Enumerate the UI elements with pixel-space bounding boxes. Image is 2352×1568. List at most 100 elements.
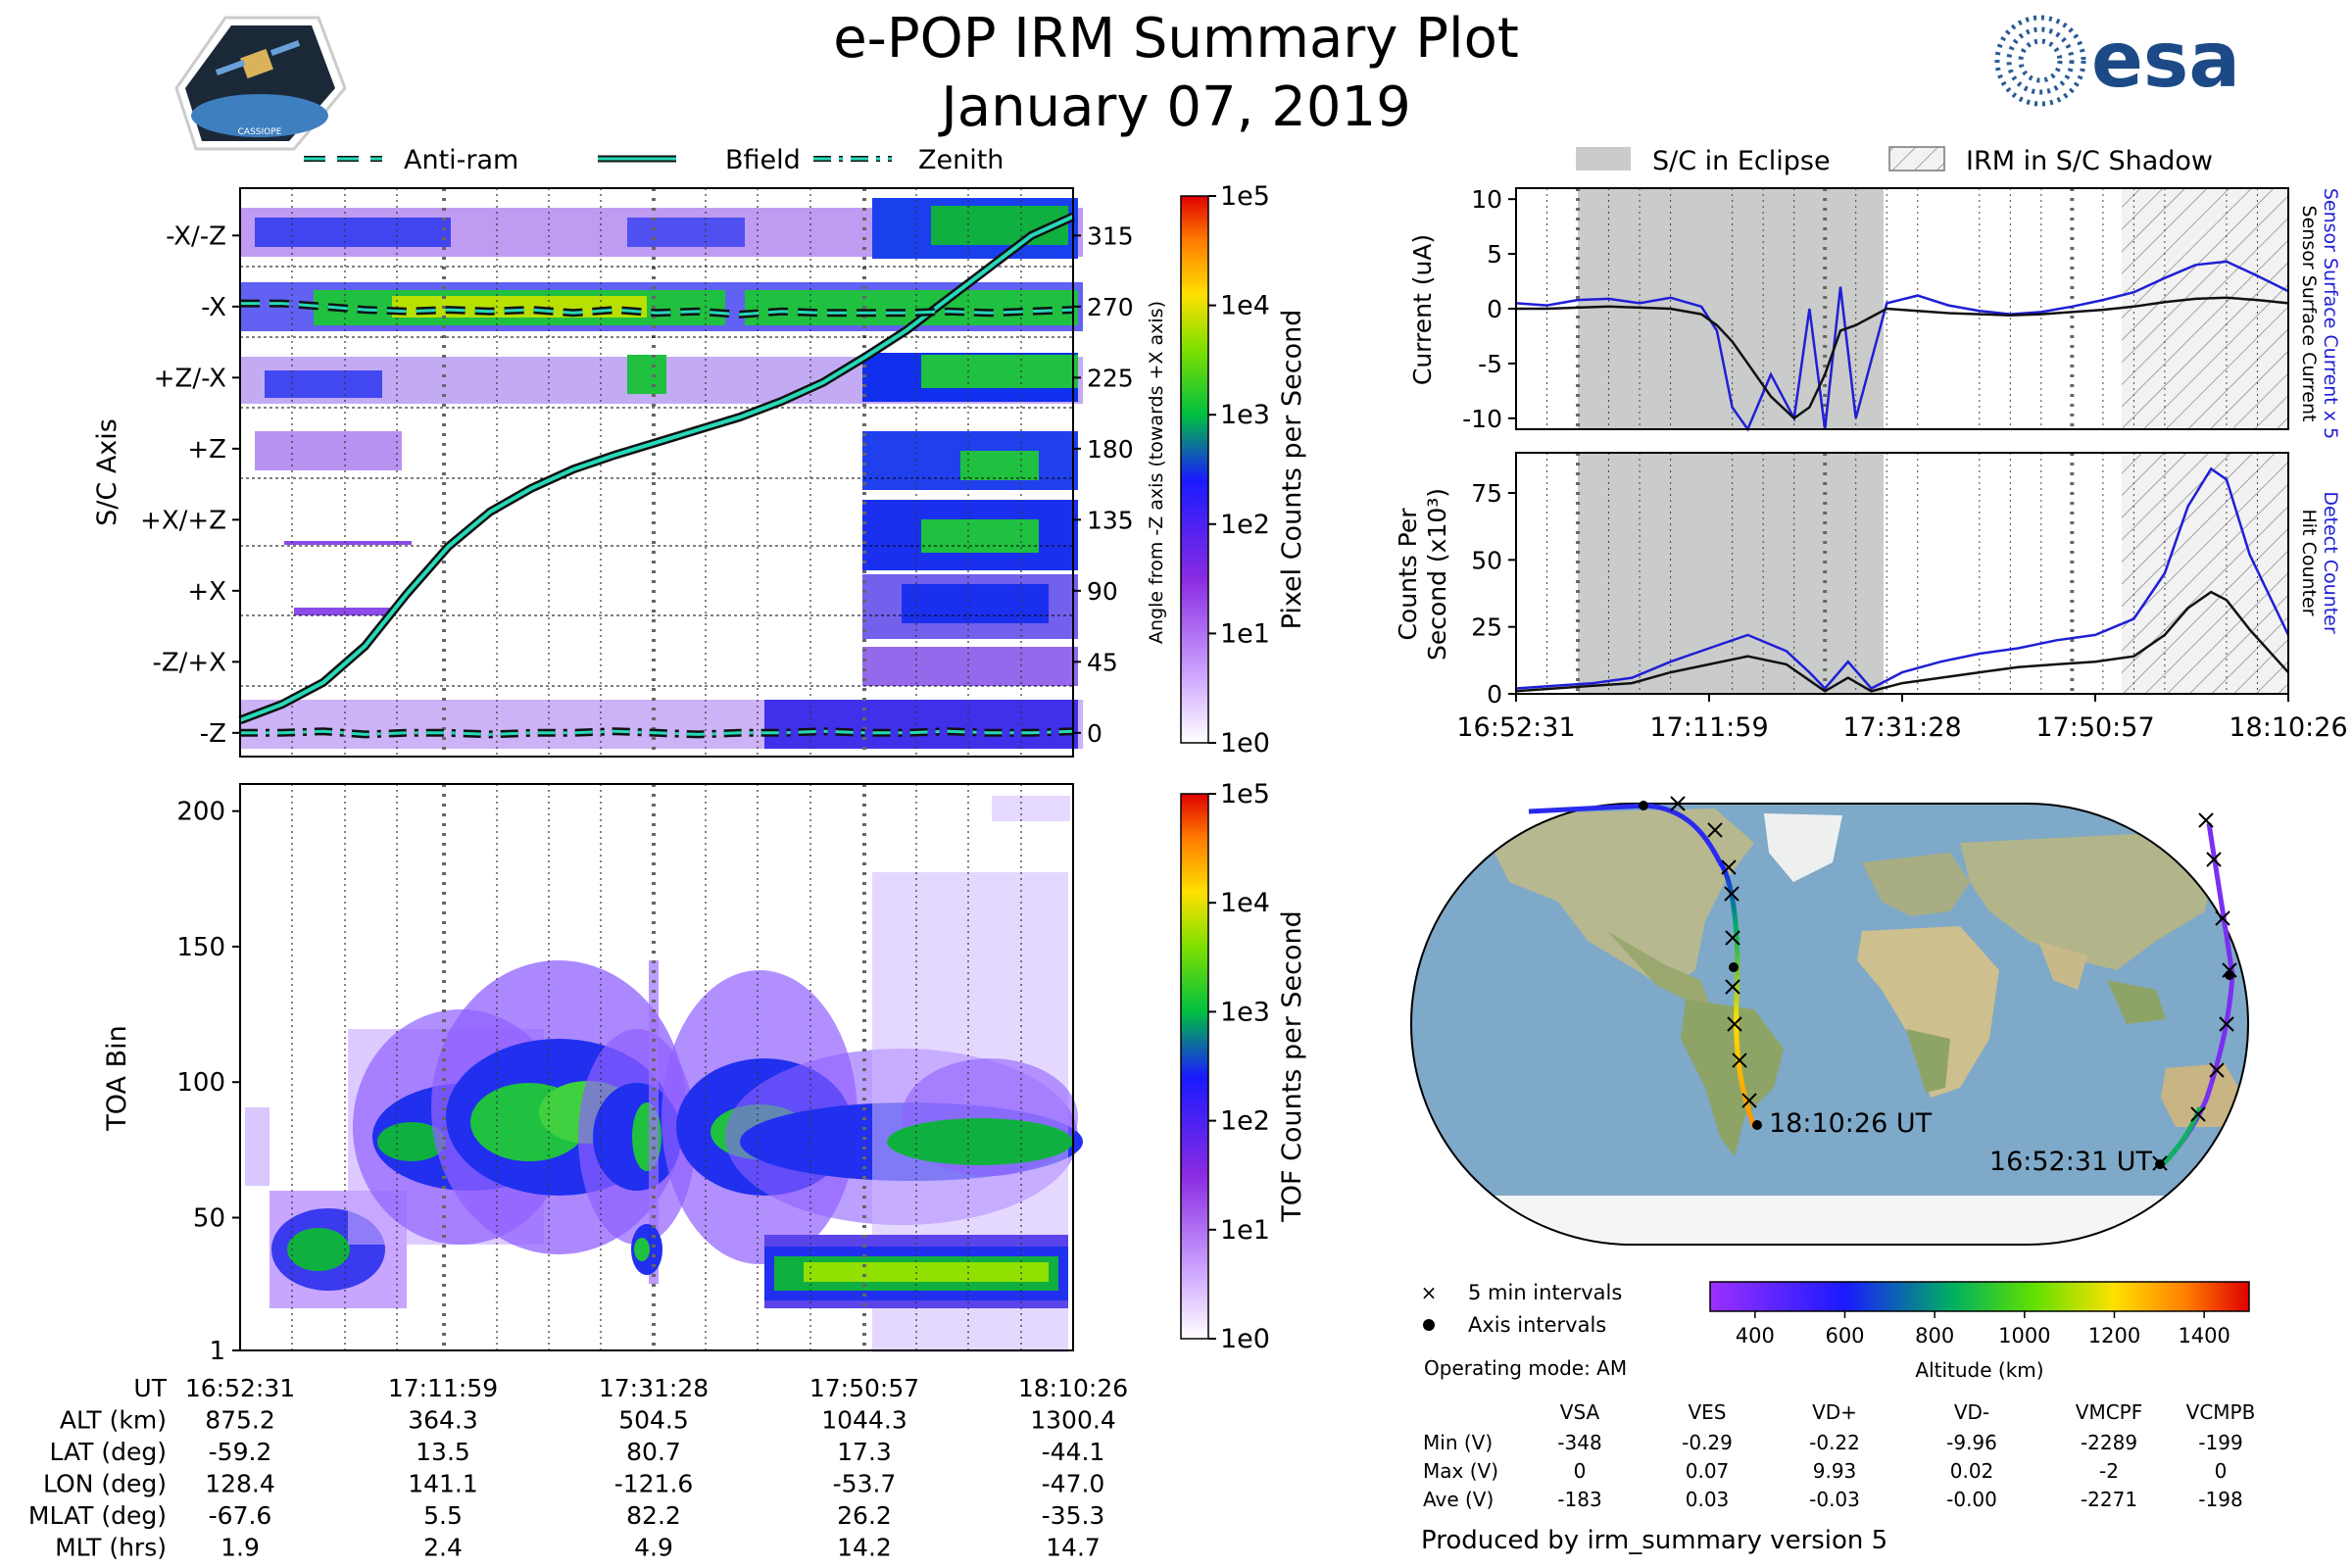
pixel-colorbar: 1e5 1e4 1e3 1e2 1e1 1e0 Pixel Counts per Seco… xyxy=(1180,181,1307,759)
panel-ytick-label: 0 xyxy=(1487,680,1502,709)
voltage-table: VSA VES VD+ VD- VMCPF VCMPB Min (V) -348 -0.29 -0… xyxy=(1423,1400,2255,1511)
ephemeris-cell: 875.2 xyxy=(205,1406,275,1435)
voltage-cell: 0.03 xyxy=(1686,1488,1730,1511)
legend-bfield: Bfield xyxy=(725,145,801,175)
panel-ytick-label: 25 xyxy=(1471,613,1502,642)
sc-ytick-label: -Z xyxy=(200,719,226,749)
ephemeris-row-label: UT xyxy=(133,1374,167,1402)
toa-heatmap-blobs xyxy=(245,796,1083,1352)
ephemeris-row-label: MLT (hrs) xyxy=(55,1534,167,1562)
legend-anti-ram: Anti-ram xyxy=(404,145,518,175)
orbit-track-north xyxy=(1528,803,1723,864)
sc-axis-panel: -X/-Z -X +Z/-X +Z +X/+Z +X -Z/+X -Z 315 270 225 18… xyxy=(92,187,1167,758)
toa-ytick-label: 1 xyxy=(209,1337,225,1366)
orbit-track-america xyxy=(1717,860,1757,1128)
ephemeris-cell: 13.5 xyxy=(416,1438,470,1466)
colorbar-tick-label: 1e3 xyxy=(1220,400,1270,430)
voltage-header: VD+ xyxy=(1812,1400,1857,1424)
sc-ytick-label: +Z xyxy=(187,435,226,465)
tof-colorbar: 1e5 1e4 1e3 1e2 1e1 1e0 TOF Counts per Second xyxy=(1180,779,1307,1354)
panel-ytick-label: 5 xyxy=(1487,240,1502,269)
panel-ytick-label: 10 xyxy=(1471,185,1502,214)
voltage-row-label: Max (V) xyxy=(1423,1459,1498,1483)
sc-ytick-label: -Z/+X xyxy=(152,648,226,677)
ephemeris-cell: 1044.3 xyxy=(821,1406,906,1435)
ephemeris-cell: 2.4 xyxy=(423,1534,463,1562)
colorbar-tick-label: 1e3 xyxy=(1220,997,1270,1027)
ephemeris-cell: -47.0 xyxy=(1042,1470,1105,1498)
panel-xtick-label: 17:31:28 xyxy=(1842,712,1961,743)
voltage-cell: 9.93 xyxy=(1813,1459,1857,1483)
toa-ytick-label: 50 xyxy=(193,1203,225,1233)
series-detect-counter xyxy=(1515,466,2290,691)
cassiope-mission-logo-icon: CASSIOPE xyxy=(174,16,347,151)
altitude-tick-label: 1400 xyxy=(2178,1324,2230,1348)
legend-top: Anti-ram Bfield Zenith xyxy=(304,145,1004,175)
legend-shadow: IRM in S/C Shadow xyxy=(1966,146,2213,176)
toa-ytick-label: 100 xyxy=(176,1068,225,1098)
voltage-header: VCMPB xyxy=(2186,1400,2256,1424)
voltage-row-label: Min (V) xyxy=(1423,1431,1493,1454)
ephemeris-cell: 364.3 xyxy=(408,1406,478,1435)
colorbar-tick-label: 1e1 xyxy=(1220,1215,1270,1246)
panel-ytick-label: 0 xyxy=(1487,295,1502,323)
ephemeris-row-label: MLAT (deg) xyxy=(28,1501,167,1530)
sc-ytick-label: +X/+Z xyxy=(140,506,226,535)
toa-ytick-label: 200 xyxy=(176,798,225,827)
toa-ylabel: TOA Bin xyxy=(102,1025,132,1131)
ephemeris-cell: 18:10:26 xyxy=(1018,1374,1128,1402)
counts-right-label-blue: Detect Counter xyxy=(2320,491,2341,634)
map-legend: × 5 min intervals Axis intervals Operati… xyxy=(1421,1281,1627,1380)
ephemeris-cell: 141.1 xyxy=(408,1470,478,1498)
ephemeris-cell: 14.2 xyxy=(837,1534,892,1562)
sc-right-tick-label: 270 xyxy=(1087,293,1134,321)
legend-dot-icon xyxy=(1423,1319,1435,1331)
ephemeris-cell: -35.3 xyxy=(1042,1501,1105,1530)
ephemeris-cell: 17:50:57 xyxy=(809,1374,919,1402)
ephemeris-cell: 128.4 xyxy=(205,1470,275,1498)
sc-right-tick-label: 315 xyxy=(1087,221,1134,250)
voltage-cell: 0 xyxy=(1574,1459,1587,1483)
voltage-cell: -199 xyxy=(2198,1431,2242,1454)
orbit-map: 18:10:26 UT 16:52:31 UT xyxy=(1410,796,2249,1246)
panel-xtick-label: 18:10:26 xyxy=(2229,712,2347,743)
sc-axis-heatmap-blobs xyxy=(240,198,1083,749)
ephemeris-row-label: ALT (km) xyxy=(60,1406,167,1435)
ephemeris-cell: -67.6 xyxy=(209,1501,272,1530)
ephemeris-cell: 4.9 xyxy=(634,1534,673,1562)
series-hit-counter xyxy=(1515,590,2289,693)
ephemeris-cell: 1300.4 xyxy=(1030,1406,1115,1435)
colorbar-tick-label: 1e5 xyxy=(1220,779,1270,809)
current-right-label-blue: Sensor Surface Current x 5 xyxy=(2320,188,2341,439)
voltage-cell: -2289 xyxy=(2081,1431,2137,1454)
ephemeris-cell: 17:31:28 xyxy=(599,1374,709,1402)
voltage-cell: -2 xyxy=(2099,1459,2119,1483)
altitude-tick-label: 800 xyxy=(1915,1324,1954,1348)
panel-ytick-label: -10 xyxy=(1462,405,1502,433)
orbit-start-label: 16:52:31 UT xyxy=(1989,1147,2153,1177)
panel-xtick-label: 17:11:59 xyxy=(1649,712,1768,743)
sc-ytick-label: +Z/-X xyxy=(154,364,226,393)
ephemeris-row-label: LAT (deg) xyxy=(49,1438,167,1466)
esa-logo-text: esa xyxy=(2091,17,2240,105)
panel-ytick-label: -5 xyxy=(1478,350,1502,378)
operating-mode: Operating mode: AM xyxy=(1424,1356,1627,1380)
voltage-header: VD- xyxy=(1954,1400,1989,1424)
ephemeris-cell: 80.7 xyxy=(626,1438,681,1466)
panel-ytick-label: 75 xyxy=(1471,479,1502,508)
ephemeris-row-label: LON (deg) xyxy=(43,1470,167,1498)
sc-right-tick-label: 90 xyxy=(1087,577,1118,606)
ephemeris-cell: 26.2 xyxy=(837,1501,892,1530)
current-right-label-black: Sensor Surface Current xyxy=(2298,206,2320,422)
current-panel: 10 5 0 -5 -10 Current (uA) Sensor Surface Cu… xyxy=(1408,185,2341,439)
orbit-end-label: 18:10:26 UT xyxy=(1769,1108,1933,1139)
ephemeris-table: UT 16:52:31 17:11:59 17:31:28 17:50:57 18:10:… xyxy=(28,1374,1128,1562)
voltage-cell: -183 xyxy=(1557,1488,1601,1511)
legend-cross-icon: × xyxy=(1421,1281,1438,1304)
voltage-cell: 0.07 xyxy=(1686,1459,1730,1483)
legend-axis-intervals: Axis intervals xyxy=(1468,1313,1606,1337)
colorbar-tick-label: 1e5 xyxy=(1220,181,1270,212)
counts-panel: 75 50 25 0 16:52:31 17:11:59 17:31:28 17:50:57 1… xyxy=(1394,452,2348,743)
ephemeris-cell: -44.1 xyxy=(1042,1438,1105,1466)
sc-ytick-label: -X xyxy=(201,293,226,322)
